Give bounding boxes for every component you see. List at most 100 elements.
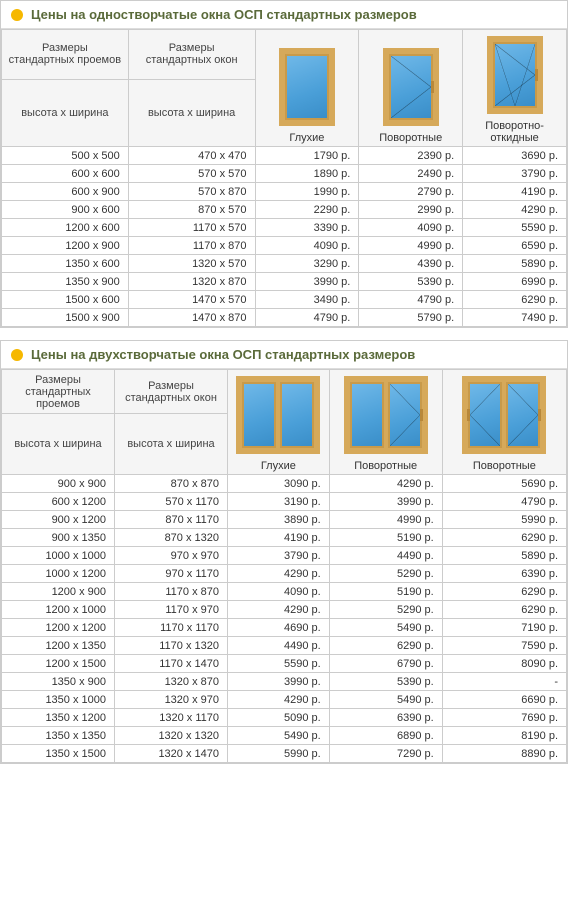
price-cell: 5890 р. [463,255,567,273]
price-cell: 6590 р. [463,237,567,255]
price-cell: 5990 р. [228,745,330,763]
col-windows: Размеры стандартных окон [115,370,228,414]
price-cell: 1890 р. [255,165,359,183]
col-hxw-1: высота х ширина [2,414,115,475]
window-type-turn-3: Поворотные [442,370,566,475]
opening-size: 600 х 600 [2,165,129,183]
opening-size: 1200 х 1350 [2,637,115,655]
section-title: Цены на двухстворчатые окна ОСП стандарт… [31,347,415,362]
table-row: 1350 х 12001320 х 11705090 р.6390 р.7690… [2,709,567,727]
table-row: 1200 х 13501170 х 13204490 р.6290 р.7590… [2,637,567,655]
price-cell: 4690 р. [228,619,330,637]
price-table-1: Размеры стандартных проемов Размеры стан… [1,29,567,327]
opening-size: 1500 х 900 [2,309,129,327]
window-size: 470 х 470 [128,147,255,165]
price-cell: 3990 р. [255,273,359,291]
table-row: 1350 х 6001320 х 5703290 р.4390 р.5890 р… [2,255,567,273]
price-cell: 3190 р. [228,493,330,511]
price-cell: 2990 р. [359,201,463,219]
price-cell: 5890 р. [442,547,566,565]
price-cell: 4090 р. [255,237,359,255]
price-cell: 3890 р. [228,511,330,529]
price-cell: 7190 р. [442,619,566,637]
table-row: 1350 х 15001320 х 14705990 р.7290 р.8890… [2,745,567,763]
col-openings: Размеры стандартных проемов [2,370,115,414]
price-cell: 4290 р. [329,475,442,493]
price-cell: 4290 р. [228,565,330,583]
price-cell: 5390 р. [329,673,442,691]
window-size: 1470 х 870 [128,309,255,327]
opening-size: 1200 х 600 [2,219,129,237]
opening-size: 900 х 600 [2,201,129,219]
price-cell: 5990 р. [442,511,566,529]
price-cell: 5090 р. [228,709,330,727]
opening-size: 1350 х 1350 [2,727,115,745]
table-row: 1000 х 1000970 х 9703790 р.4490 р.5890 р… [2,547,567,565]
table-row: 600 х 900570 х 8701990 р.2790 р.4190 р. [2,183,567,201]
bullet-icon [11,9,23,21]
caption-fixed: Глухие [289,132,324,144]
window-size: 1170 х 970 [115,601,228,619]
price-cell: 1990 р. [255,183,359,201]
opening-size: 1500 х 600 [2,291,129,309]
table-row: 600 х 1200570 х 11703190 р.3990 р.4790 р… [2,493,567,511]
table-row: 900 х 900870 х 8703090 р.4290 р.5690 р. [2,475,567,493]
opening-size: 600 х 900 [2,183,129,201]
price-cell: 2790 р. [359,183,463,201]
window-size: 1470 х 570 [128,291,255,309]
price-cell: 4490 р. [228,637,330,655]
price-cell: 5790 р. [359,309,463,327]
col-openings: Размеры стандартных проемов [2,30,129,80]
caption-fixed-2: Глухие [261,460,296,472]
price-cell: 2390 р. [359,147,463,165]
window-turn2-icon [344,376,428,454]
window-size: 570 х 570 [128,165,255,183]
section-header: Цены на одностворчатые окна ОСП стандарт… [1,1,567,29]
bullet-icon [11,349,23,361]
window-type-turn: Поворотные [359,30,463,147]
price-cell: 3790 р. [463,165,567,183]
table-row: 1500 х 9001470 х 8704790 р.5790 р.7490 р… [2,309,567,327]
window-size: 970 х 970 [115,547,228,565]
window-size: 870 х 870 [115,475,228,493]
caption-turn-3: Поворотные [473,460,536,472]
table-row: 1500 х 6001470 х 5703490 р.4790 р.6290 р… [2,291,567,309]
window-size: 1320 х 570 [128,255,255,273]
price-cell: 3090 р. [228,475,330,493]
price-cell: 7490 р. [463,309,567,327]
price-cell: 5390 р. [359,273,463,291]
price-cell: 6390 р. [329,709,442,727]
window-type-fixed-2: Глухие [228,370,330,475]
window-size: 1320 х 870 [128,273,255,291]
opening-size: 1200 х 1000 [2,601,115,619]
caption-turn: Поворотные [379,132,442,144]
col-windows: Размеры стандартных окон [128,30,255,80]
opening-size: 500 х 500 [2,147,129,165]
opening-size: 1350 х 1500 [2,745,115,763]
price-cell: 3690 р. [463,147,567,165]
price-cell: 5490 р. [329,619,442,637]
price-cell: 5590 р. [463,219,567,237]
opening-size: 1000 х 1000 [2,547,115,565]
table-row: 1350 х 10001320 х 9704290 р.5490 р.6690 … [2,691,567,709]
opening-size: 1200 х 900 [2,583,115,601]
price-cell: 4290 р. [228,601,330,619]
window-size: 870 х 570 [128,201,255,219]
price-table-2: Размеры стандартных проемов Размеры стан… [1,369,567,763]
window-size: 1320 х 1470 [115,745,228,763]
price-cell: 2290 р. [255,201,359,219]
price-cell: 6290 р. [463,291,567,309]
window-size: 570 х 1170 [115,493,228,511]
table-row: 1000 х 1200970 х 11704290 р.5290 р.6390 … [2,565,567,583]
window-type-fixed: Глухие [255,30,359,147]
table-row: 1200 х 6001170 х 5703390 р.4090 р.5590 р… [2,219,567,237]
col-hxw-1: высота х ширина [2,79,129,147]
opening-size: 1000 х 1200 [2,565,115,583]
price-cell: 8090 р. [442,655,566,673]
price-cell: 3490 р. [255,291,359,309]
price-cell: 4190 р. [463,183,567,201]
section-header: Цены на двухстворчатые окна ОСП стандарт… [1,341,567,369]
price-cell: 3990 р. [228,673,330,691]
price-cell: 7290 р. [329,745,442,763]
window-turn3-icon [462,376,546,454]
